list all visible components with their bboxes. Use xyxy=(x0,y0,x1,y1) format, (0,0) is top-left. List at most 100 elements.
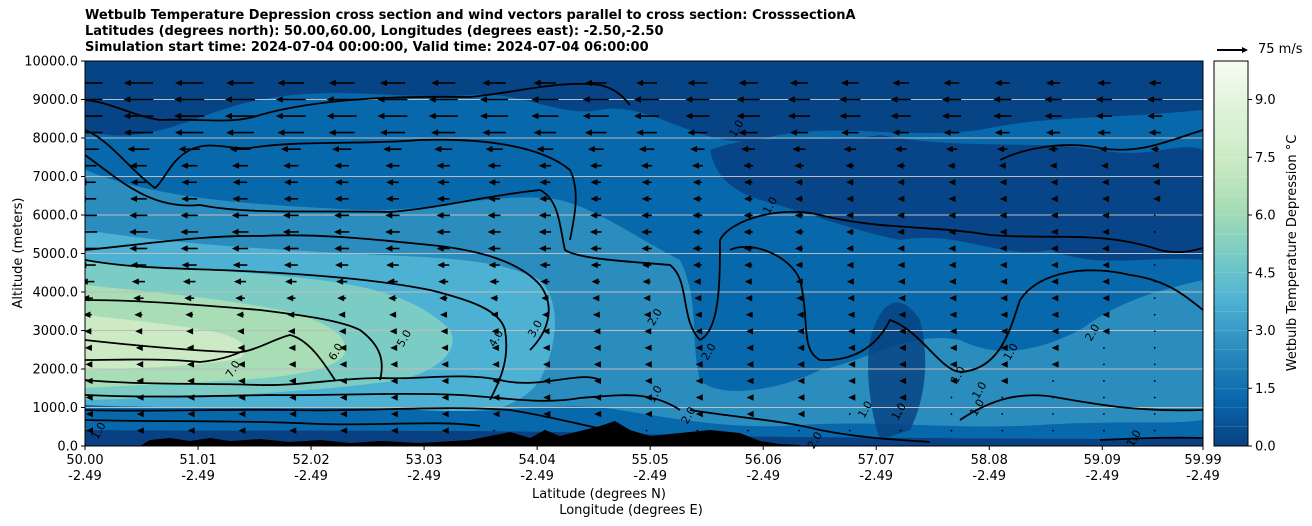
wind-vector xyxy=(839,96,861,103)
y-axis-ticks: 0.0 1000.0 2000.0 3000.0 4000.0 5000.0 6000.0 7… xyxy=(24,55,85,455)
wind-vector xyxy=(339,344,347,352)
colorbar-ticks: 0.0 1.5 3.0 4.5 6.0 7.5 9.0 xyxy=(1248,93,1276,455)
wind-vector xyxy=(339,377,347,385)
wind-vector xyxy=(584,79,607,87)
wind-vector xyxy=(848,394,856,401)
x-tick-label-lon: -2.49 xyxy=(1085,469,1119,484)
wind-vector xyxy=(950,429,953,432)
wind-vector xyxy=(1001,413,1004,415)
wind-vector xyxy=(1051,344,1059,352)
wind-vector xyxy=(123,129,153,136)
wind-vector xyxy=(480,112,509,120)
wind-vector xyxy=(385,245,400,252)
wind-vector xyxy=(745,294,753,302)
wind-vector xyxy=(746,410,754,418)
wind-vector xyxy=(846,261,854,269)
wind-vector xyxy=(787,112,811,120)
wind-vector xyxy=(136,394,144,401)
wind-vector xyxy=(436,228,451,236)
wind-vector xyxy=(275,112,306,120)
wind-vector xyxy=(1052,380,1054,382)
wind-vector xyxy=(789,129,809,136)
wind-vector xyxy=(692,212,703,219)
wind-vector xyxy=(846,245,854,252)
wind-vector xyxy=(594,377,602,385)
contour-line xyxy=(85,375,601,386)
y-tick-label: 10000.0 xyxy=(24,55,78,70)
wind-vector xyxy=(85,294,93,302)
wind-vector xyxy=(1000,328,1008,335)
x-tick-label-lat: 51.01 xyxy=(179,453,216,468)
wind-vector xyxy=(941,112,962,120)
wind-vector xyxy=(180,162,198,169)
field-dark-upper xyxy=(85,61,1203,142)
wind-vector xyxy=(1097,79,1111,87)
wind-vector xyxy=(797,394,805,401)
colorbar-tick-label: 1.5 xyxy=(1255,382,1276,397)
wind-vector xyxy=(379,79,405,87)
wind-vector xyxy=(492,361,500,368)
wind-vector xyxy=(638,145,655,153)
wind-vector xyxy=(85,131,103,134)
contour-line xyxy=(959,394,1203,421)
reference-vector-label: 75 m/s xyxy=(1258,42,1303,57)
wind-vector xyxy=(85,328,92,335)
wind-vector xyxy=(1153,231,1156,233)
wind-vector xyxy=(736,112,760,120)
x-tick-label-lon: -2.49 xyxy=(1186,469,1220,484)
wind-vector xyxy=(590,195,601,203)
wind-vector xyxy=(335,261,349,269)
wind-vector xyxy=(542,344,550,352)
wind-vector xyxy=(174,96,205,103)
wind-vector xyxy=(390,344,398,352)
wind-vector xyxy=(539,195,551,203)
wind-vector xyxy=(999,195,1007,203)
wind-vector xyxy=(130,195,147,203)
x-tick-label-lat: 59.99 xyxy=(1184,453,1221,468)
wind-vector xyxy=(593,344,601,352)
wind-vector xyxy=(538,212,551,219)
x-axis-ticks: 50.00-2.4951.01-2.4952.02-2.4953.03-2.49… xyxy=(66,446,1222,484)
wind-vector xyxy=(685,96,710,103)
wind-vector xyxy=(592,294,600,302)
contour-line xyxy=(85,349,246,363)
wind-vector xyxy=(1153,363,1156,366)
wind-vector xyxy=(428,96,458,103)
wind-vector xyxy=(1050,179,1058,186)
wind-vector xyxy=(136,410,144,418)
wind-vector xyxy=(794,245,804,252)
wind-vector xyxy=(487,228,501,236)
y-tick-label: 4000.0 xyxy=(33,286,79,301)
wind-vector xyxy=(846,278,854,285)
wind-vector xyxy=(187,361,195,368)
wind-vector xyxy=(1153,264,1156,266)
wind-vector xyxy=(692,228,703,236)
wind-vector xyxy=(950,396,953,399)
wind-vector xyxy=(1153,346,1156,349)
wind-vector xyxy=(948,261,956,269)
wind-vector xyxy=(994,129,1010,136)
wind-vector xyxy=(744,261,753,269)
wind-vector xyxy=(439,294,448,302)
wind-vector xyxy=(1103,380,1105,382)
y-tick-label: 9000.0 xyxy=(33,93,79,108)
wind-vector xyxy=(338,311,346,318)
wind-vector xyxy=(434,145,453,153)
wind-vector xyxy=(848,377,856,385)
wind-vector xyxy=(136,361,144,368)
wind-vector xyxy=(386,179,399,186)
wind-vector xyxy=(641,228,652,236)
wind-vector xyxy=(1000,377,1008,385)
wind-vector xyxy=(441,361,449,368)
wind-vector xyxy=(999,212,1007,219)
wind-vector xyxy=(390,361,398,368)
wind-vector xyxy=(130,261,147,269)
wind-vector xyxy=(743,212,753,219)
wind-vector xyxy=(1102,311,1110,318)
wind-vector xyxy=(1153,380,1156,382)
wind-vector xyxy=(326,96,357,103)
wind-vector xyxy=(334,195,349,203)
colorbar-label: Wetbulb Temperature Depression °C xyxy=(1285,135,1300,372)
wind-vector xyxy=(388,294,397,302)
wind-vector xyxy=(796,294,804,302)
